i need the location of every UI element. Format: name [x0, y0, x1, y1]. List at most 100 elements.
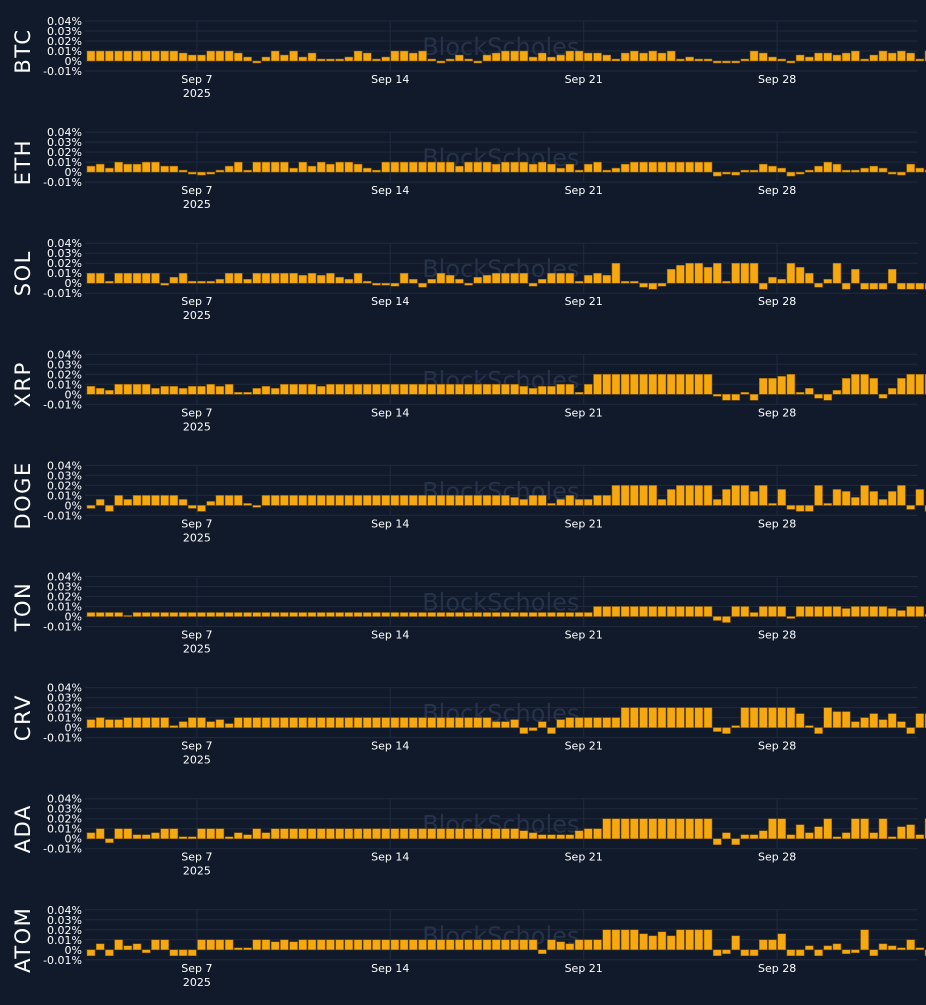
- bar: [151, 717, 160, 728]
- bar: [215, 939, 225, 951]
- bar: [445, 384, 455, 395]
- bar: [188, 717, 197, 728]
- bar: [243, 612, 252, 617]
- bar: [224, 612, 234, 617]
- bar: [593, 495, 602, 506]
- bar: [639, 52, 648, 62]
- bar: [602, 495, 611, 506]
- bar: [676, 374, 685, 395]
- bar: [252, 828, 262, 839]
- bar: [584, 717, 593, 728]
- bar: [280, 828, 289, 839]
- y-tick-label: 0.02%: [47, 35, 82, 48]
- x-tick-label: Sep 14: [371, 962, 409, 975]
- panel-title: ADA: [11, 804, 35, 853]
- bar: [464, 495, 473, 506]
- x-tick-label: Sep 28: [758, 517, 796, 530]
- bar: [326, 717, 335, 728]
- bar: [316, 386, 326, 395]
- bar: [123, 163, 133, 173]
- bar: [455, 278, 464, 284]
- bar: [528, 727, 538, 731]
- bar: [169, 725, 179, 728]
- bar: [418, 939, 427, 951]
- bar: [224, 272, 234, 284]
- bar: [234, 832, 243, 839]
- bar: [409, 495, 418, 506]
- y-tick-label: 0.04%: [47, 904, 82, 917]
- bar: [814, 727, 823, 734]
- bar: [915, 713, 925, 728]
- bar: [639, 485, 648, 506]
- panel-title: ETH: [11, 139, 35, 185]
- bar: [915, 58, 925, 62]
- bar: [657, 818, 667, 839]
- bar: [114, 719, 123, 728]
- bar: [611, 485, 621, 506]
- bar: [197, 612, 206, 617]
- bar: [95, 163, 105, 173]
- bar: [805, 505, 814, 512]
- bar: [399, 50, 409, 62]
- bar: [537, 949, 547, 955]
- bar: [676, 58, 685, 62]
- bar: [206, 828, 215, 839]
- bar: [215, 612, 225, 617]
- y-tick-label: -0.01%: [43, 65, 82, 78]
- bar: [648, 282, 658, 290]
- bar: [464, 828, 473, 839]
- bar: [289, 828, 298, 839]
- bar: [510, 612, 519, 617]
- bar: [768, 165, 777, 173]
- bar: [887, 268, 897, 284]
- bar: [759, 485, 768, 506]
- bar: [418, 495, 427, 506]
- bar: [648, 606, 658, 617]
- y-tick-label: 0.02%: [47, 591, 82, 604]
- bar: [897, 50, 906, 62]
- bar: [823, 606, 833, 617]
- bar: [473, 60, 483, 64]
- bar: [114, 384, 123, 395]
- bar: [786, 171, 796, 177]
- bar: [814, 282, 823, 288]
- bar: [491, 495, 501, 506]
- bar: [326, 495, 335, 506]
- bar: [390, 495, 400, 506]
- bar: [740, 707, 750, 728]
- bar: [795, 606, 805, 617]
- bar: [565, 272, 575, 284]
- x-tick-sublabel: 2025: [183, 976, 211, 989]
- bar: [537, 612, 547, 617]
- bar: [501, 612, 510, 617]
- bar: [169, 165, 179, 173]
- bar: [243, 392, 252, 395]
- bar: [639, 161, 648, 173]
- bar: [243, 834, 252, 839]
- y-tick-label: 0.03%: [47, 581, 82, 594]
- bar: [335, 161, 344, 173]
- x-tick-label: Sep 7: [181, 406, 212, 419]
- x-tick-sublabel: 2025: [183, 420, 211, 433]
- bar: [418, 161, 427, 173]
- x-tick-sublabel: 2025: [183, 87, 211, 100]
- y-tick-label: 0.03%: [47, 247, 82, 260]
- bar: [915, 374, 925, 395]
- bar: [547, 272, 556, 284]
- bar: [141, 50, 151, 62]
- bar: [178, 949, 188, 957]
- bar: [630, 818, 639, 839]
- bar: [224, 939, 234, 951]
- bar: [473, 384, 483, 395]
- y-tick-label: 0.01%: [47, 934, 82, 947]
- bar: [519, 386, 529, 395]
- bar: [547, 503, 556, 506]
- bar: [169, 612, 179, 617]
- bar: [307, 165, 317, 173]
- bar: [114, 939, 123, 951]
- bar: [418, 282, 427, 288]
- bar: [132, 384, 142, 395]
- watermark: BlockScholes: [422, 477, 579, 505]
- bar: [206, 171, 215, 175]
- y-tick-label: 0.04%: [47, 571, 82, 584]
